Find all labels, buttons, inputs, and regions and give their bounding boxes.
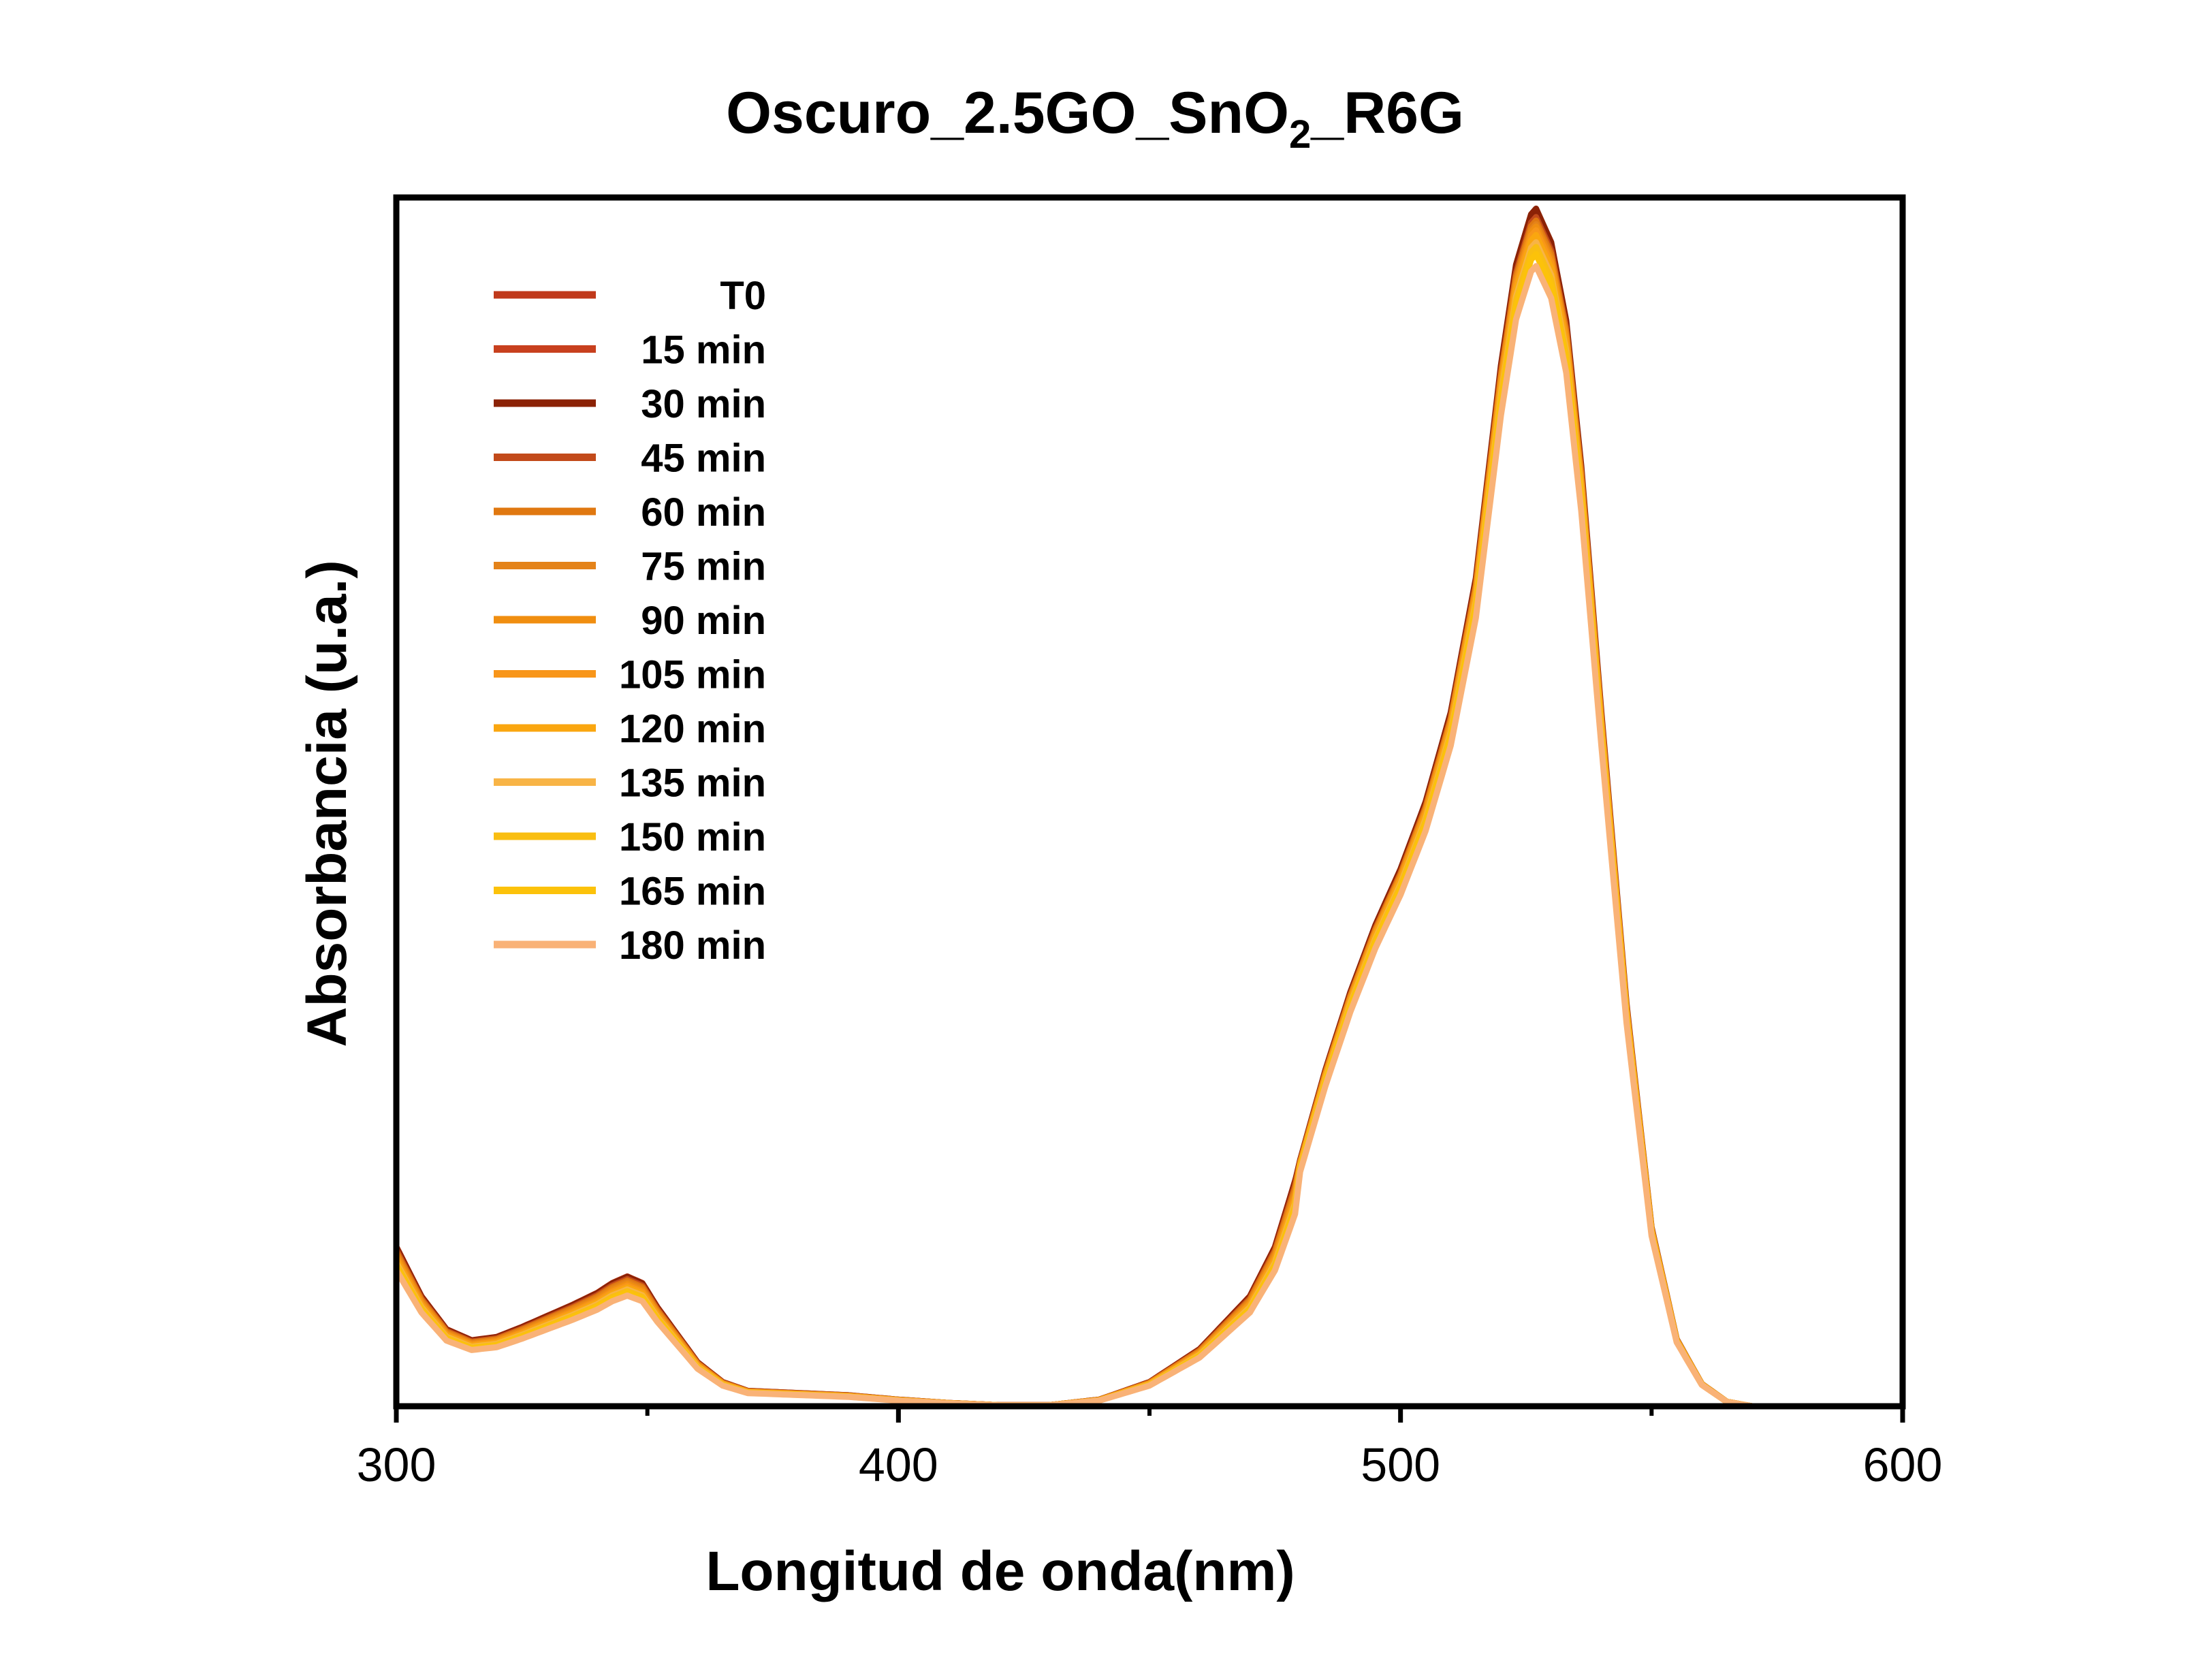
legend-label: T0 [720, 274, 766, 318]
legend: T0 15 min 30 min 45 min 60 min 75 min 90 min 10… [494, 274, 766, 968]
x-tick-label: 300 [357, 1438, 437, 1491]
legend-label: 60 min [641, 490, 766, 535]
legend-label: 90 min [641, 599, 766, 643]
chart-title-main: Oscuro_2.5GO_SnO [726, 80, 1289, 146]
series-line-75-min [396, 221, 1753, 1406]
series-line-135-min [396, 239, 1753, 1406]
series-line-120-min [396, 232, 1753, 1406]
x-tick-label: 600 [1863, 1438, 1943, 1491]
y-axis-label: Absorbancia (u.a.) [296, 560, 358, 1047]
legend-label: 105 min [619, 653, 766, 697]
series-line-90-min [396, 223, 1753, 1406]
legend-label: 165 min [619, 870, 766, 914]
series-line-180-min [396, 263, 1753, 1406]
series-group [396, 205, 1753, 1406]
x-tick-label: 400 [859, 1438, 938, 1491]
series-line-105-min [396, 227, 1753, 1406]
series-line-45-min [396, 214, 1753, 1406]
legend-label: 135 min [619, 761, 766, 806]
x-ticks-group: 300 400 500 600 [357, 1406, 1943, 1491]
series-line-30-min [396, 205, 1753, 1406]
legend-label: 15 min [641, 328, 766, 373]
series-line-150-min [396, 244, 1753, 1406]
chart-title-subscript: 2 [1289, 112, 1311, 157]
series-line-15-min [396, 229, 1753, 1406]
x-tick-label: 500 [1361, 1438, 1440, 1491]
series-line-t0 [396, 225, 1753, 1406]
legend-label: 75 min [641, 545, 766, 589]
series-line-165-min [396, 251, 1753, 1406]
chart-title-suffix: _R6G [1310, 80, 1464, 146]
chart-title: Oscuro_2.5GO_SnO2_R6G [726, 80, 1464, 157]
x-axis-label: Longitud de onda(nm) [705, 1540, 1295, 1602]
legend-label: 150 min [619, 815, 766, 859]
series-line-60-min [396, 217, 1753, 1406]
legend-label: 30 min [641, 382, 766, 426]
legend-label: 45 min [641, 437, 766, 481]
legend-label: 180 min [619, 923, 766, 968]
plot-area [396, 205, 1753, 1406]
legend-label: 120 min [619, 707, 766, 751]
